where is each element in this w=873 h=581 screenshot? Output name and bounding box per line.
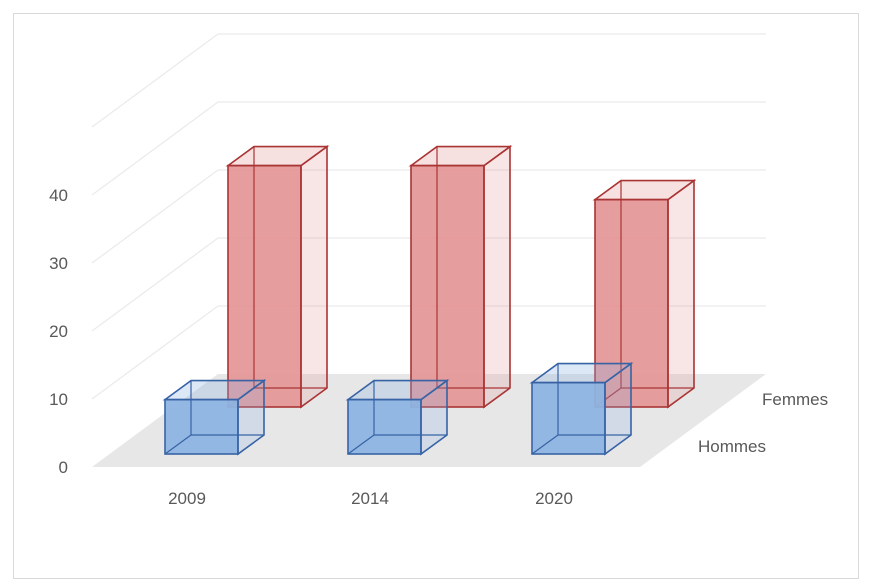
y-tick-label: 20 <box>49 322 68 341</box>
x-tick-label: 2014 <box>351 489 389 508</box>
bar-hommes-2014 <box>345 379 450 456</box>
gridline <box>91 305 766 400</box>
bar-femmes-2020 <box>592 179 697 409</box>
gridline <box>91 101 766 196</box>
gridline <box>91 237 766 332</box>
y-tick-label: 10 <box>49 390 68 409</box>
y-tick-label: 40 <box>49 186 68 205</box>
bar-hommes-2020 <box>529 362 634 456</box>
gridline <box>91 33 766 128</box>
x-axis-ticks: 2009 2014 2020 <box>168 489 573 508</box>
series-label-femmes: Femmes <box>762 390 828 409</box>
bar-femmes-2009 <box>225 145 330 409</box>
series-hommes <box>162 362 634 456</box>
x-tick-label: 2009 <box>168 489 206 508</box>
y-tick-label: 0 <box>59 458 68 477</box>
gridline <box>91 169 766 264</box>
series-femmes <box>225 145 697 409</box>
bar-femmes-2014 <box>408 145 513 409</box>
y-tick-label: 30 <box>49 254 68 273</box>
series-depth-labels: Hommes Femmes <box>698 390 828 456</box>
series-label-hommes: Hommes <box>698 437 766 456</box>
x-tick-label: 2020 <box>535 489 573 508</box>
gridlines <box>91 33 766 400</box>
bar-hommes-2009 <box>162 379 267 456</box>
y-axis-ticks: 0 10 20 30 40 <box>49 186 68 477</box>
